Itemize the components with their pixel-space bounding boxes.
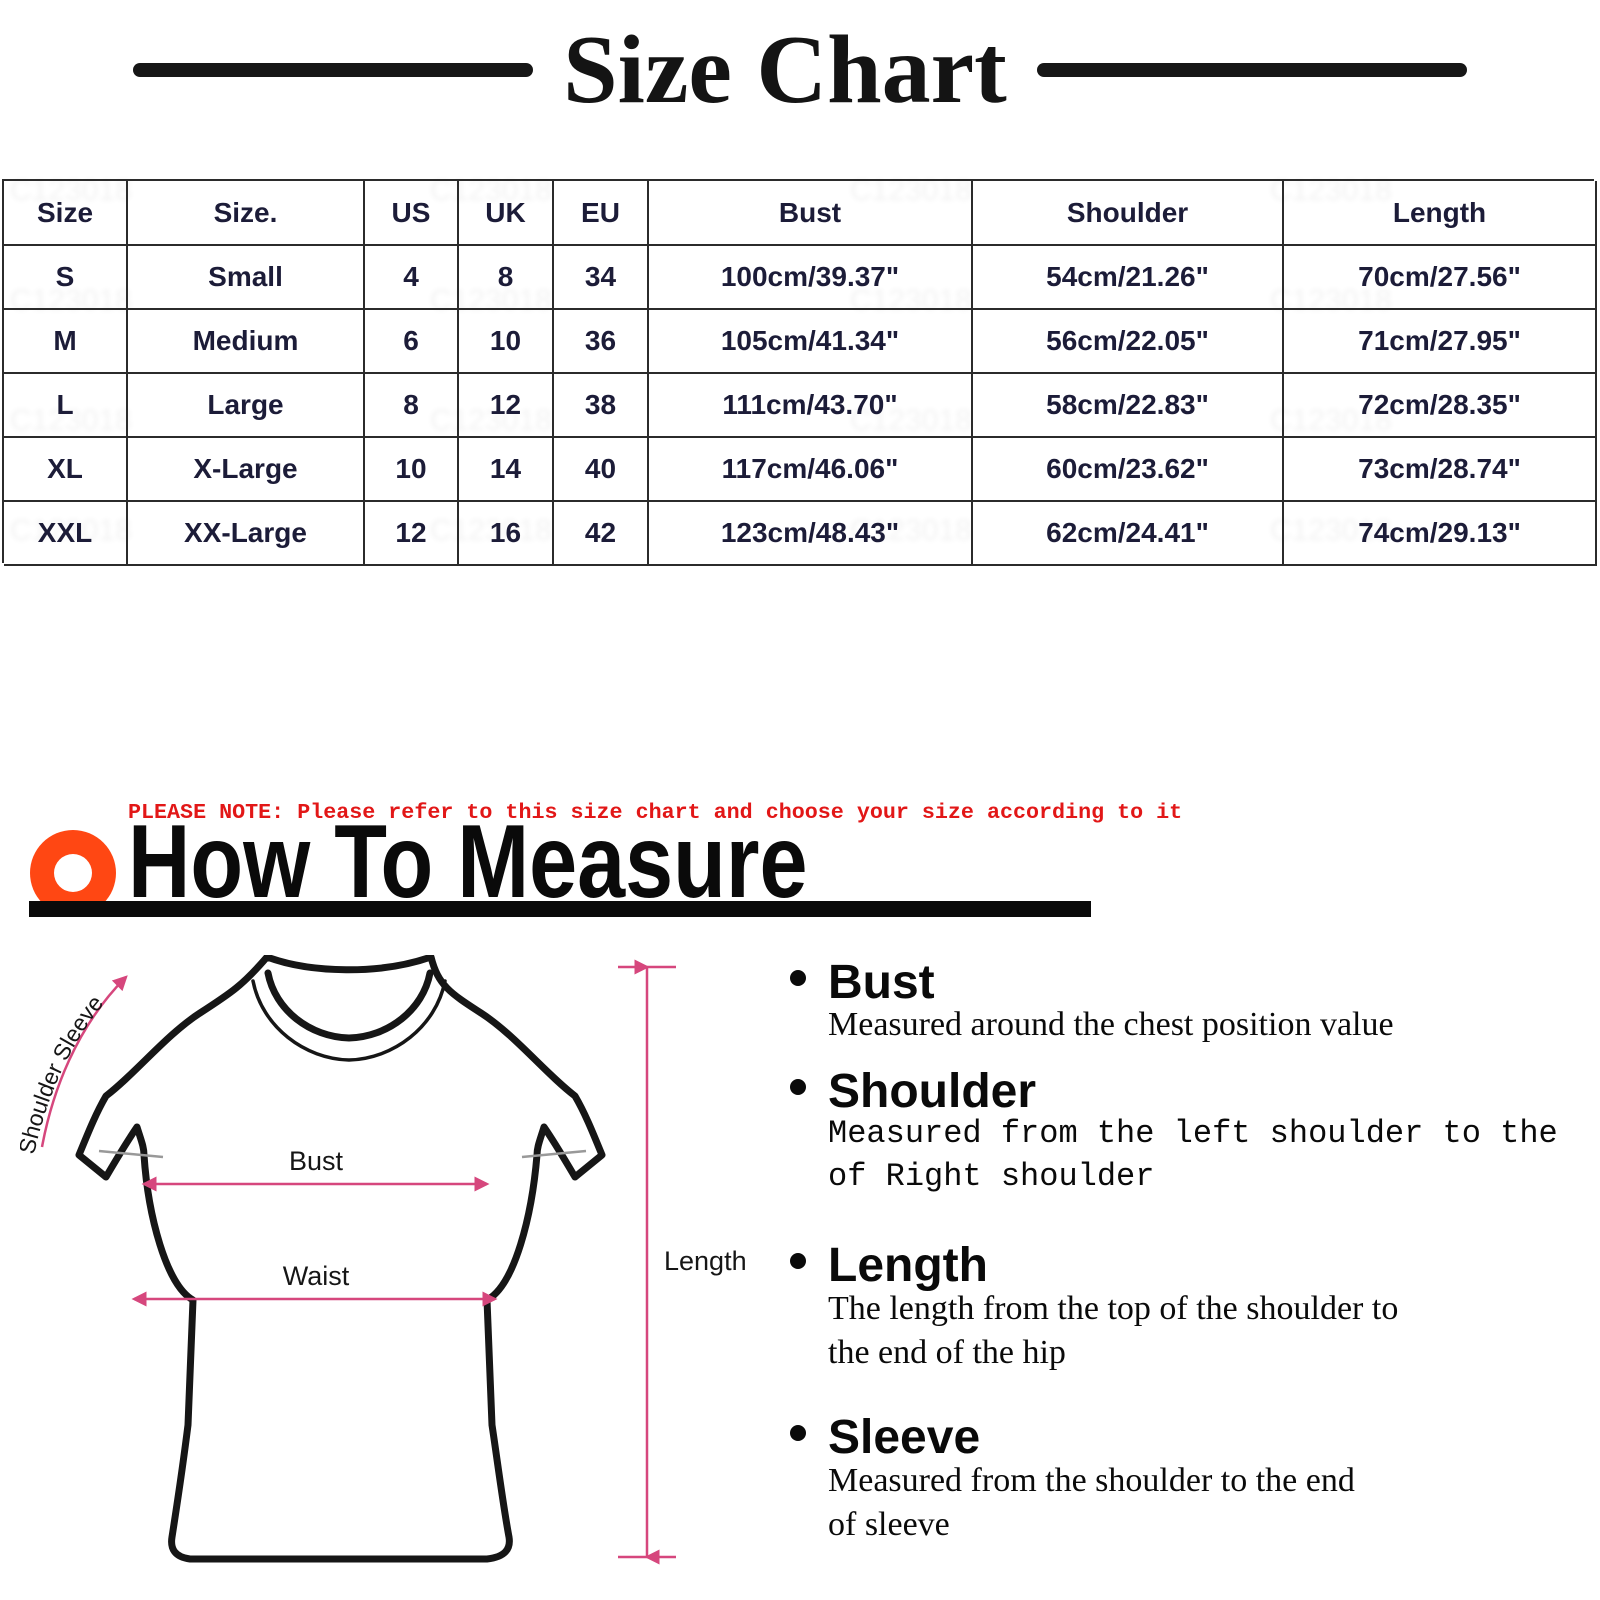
- svg-text:Length: Length: [664, 1246, 747, 1276]
- svg-text:Bust: Bust: [289, 1146, 344, 1176]
- svg-text:Waist: Waist: [283, 1261, 350, 1291]
